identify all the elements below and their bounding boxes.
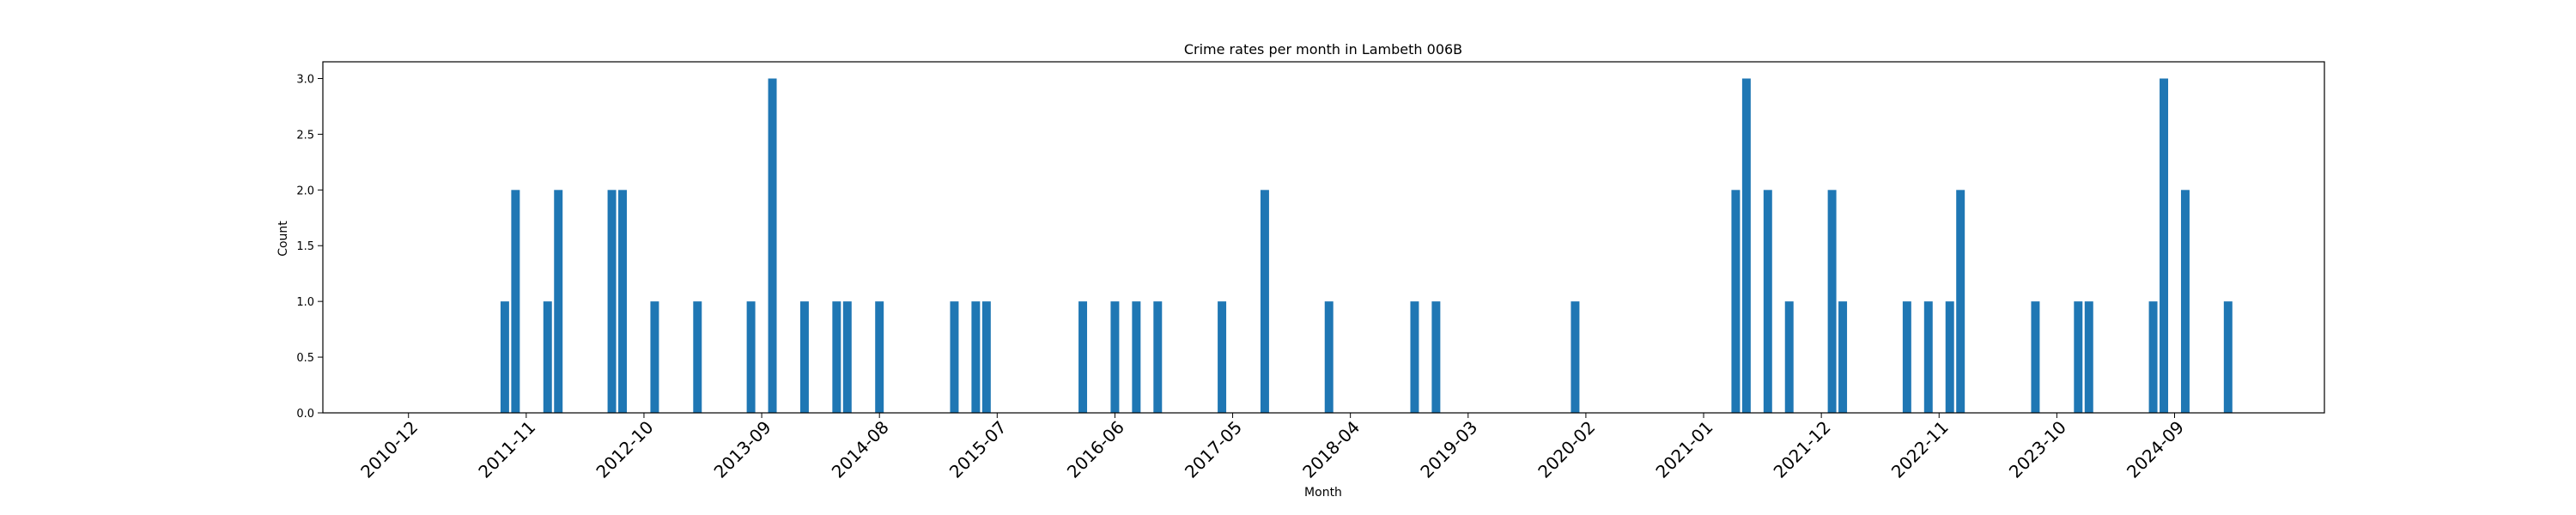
bar-2016-10 bbox=[1153, 301, 1163, 413]
bar-2020-01 bbox=[1571, 301, 1580, 413]
bar-2024-01 bbox=[2084, 301, 2093, 413]
bar-2022-02 bbox=[1838, 301, 1848, 413]
x-tick-label: 2010-12 bbox=[356, 417, 422, 482]
bar-2016-03 bbox=[1078, 301, 1088, 413]
bar-2024-10 bbox=[2180, 190, 2190, 413]
bar-2016-06 bbox=[1110, 301, 1120, 413]
bar-2023-12 bbox=[2074, 301, 2083, 413]
bar-2017-04 bbox=[1218, 301, 1227, 413]
bar-2012-01 bbox=[543, 301, 552, 413]
x-tick-label: 2013-09 bbox=[710, 417, 775, 482]
x-tick-label: 2020-02 bbox=[1534, 417, 1599, 482]
bar-2014-01 bbox=[799, 301, 809, 413]
y-tick-label: 3.0 bbox=[296, 73, 314, 86]
y-tick-label: 2.0 bbox=[296, 185, 314, 197]
bar-2015-03 bbox=[950, 301, 959, 413]
x-tick-label: 2022-11 bbox=[1887, 417, 1953, 482]
bar-2014-05 bbox=[842, 301, 852, 413]
bar-2021-04 bbox=[1731, 190, 1741, 413]
x-tick-label: 2016-06 bbox=[1063, 417, 1128, 482]
bar-2011-10 bbox=[511, 190, 520, 413]
y-axis-label: Count bbox=[276, 221, 290, 257]
bar-2012-08 bbox=[618, 190, 628, 413]
bar-2021-09 bbox=[1784, 301, 1794, 413]
bar-2012-07 bbox=[607, 190, 617, 413]
bar-2021-07 bbox=[1763, 190, 1772, 413]
x-tick-label: 2012-10 bbox=[592, 417, 657, 482]
bars bbox=[500, 78, 2233, 413]
bar-2016-08 bbox=[1132, 301, 1141, 413]
bar-2022-01 bbox=[1827, 190, 1837, 413]
bar-2023-01 bbox=[1956, 190, 1965, 413]
x-tick-label: 2021-12 bbox=[1770, 417, 1835, 482]
bar-2021-05 bbox=[1741, 78, 1751, 413]
x-tick-label: 2018-04 bbox=[1298, 417, 1364, 482]
plot-frame bbox=[322, 61, 2325, 414]
bar-2012-11 bbox=[650, 301, 659, 413]
bar-2012-02 bbox=[554, 190, 563, 413]
x-tick-label: 2015-07 bbox=[945, 417, 1011, 482]
x-axis: 2010-12 2011-11 2012-10 2013-09 2014-08 2015-… bbox=[356, 413, 2188, 482]
bar-2013-03 bbox=[693, 301, 702, 413]
bar-2014-04 bbox=[832, 301, 841, 413]
x-tick-label: 2017-05 bbox=[1181, 417, 1246, 482]
bar-2024-07 bbox=[2148, 301, 2158, 413]
bar-2023-08 bbox=[2031, 301, 2040, 413]
x-tick-label: 2024-09 bbox=[2123, 417, 2188, 482]
y-tick-label: 1.5 bbox=[296, 240, 314, 253]
bar-2018-10 bbox=[1410, 301, 1419, 413]
bar-2022-08 bbox=[1902, 301, 1911, 413]
bar-2013-10 bbox=[768, 78, 777, 413]
y-tick-label: 0.5 bbox=[296, 352, 314, 365]
y-tick-label: 2.5 bbox=[296, 129, 314, 142]
bar-2015-05 bbox=[971, 301, 981, 413]
bar-2015-06 bbox=[981, 301, 991, 413]
y-tick-label: 0.0 bbox=[296, 408, 314, 421]
bar-2025-02 bbox=[2223, 301, 2233, 413]
y-tick-label: 1.0 bbox=[296, 296, 314, 309]
bar-2017-08 bbox=[1260, 190, 1269, 413]
bar-2018-02 bbox=[1324, 301, 1334, 413]
x-tick-label: 2014-08 bbox=[828, 417, 893, 482]
bar-2022-12 bbox=[1945, 301, 1954, 413]
bar-2014-08 bbox=[875, 301, 884, 413]
bar-2013-08 bbox=[746, 301, 756, 413]
y-axis: 0.0 0.5 1.0 1.5 2.0 2.5 3.0 bbox=[296, 73, 323, 421]
bar-2018-12 bbox=[1431, 301, 1441, 413]
chart-title: Crime rates per month in Lambeth 006B bbox=[1184, 41, 1462, 58]
bar-2022-10 bbox=[1923, 301, 1933, 413]
bar-2024-08 bbox=[2160, 78, 2169, 413]
x-tick-label: 2021-01 bbox=[1651, 417, 1716, 482]
x-axis-label: Month bbox=[1304, 486, 1342, 500]
x-tick-label: 2019-03 bbox=[1416, 417, 1481, 482]
x-tick-label: 2011-11 bbox=[474, 417, 539, 482]
x-tick-label: 2023-10 bbox=[2005, 417, 2070, 482]
bar-2011-09 bbox=[500, 301, 509, 413]
